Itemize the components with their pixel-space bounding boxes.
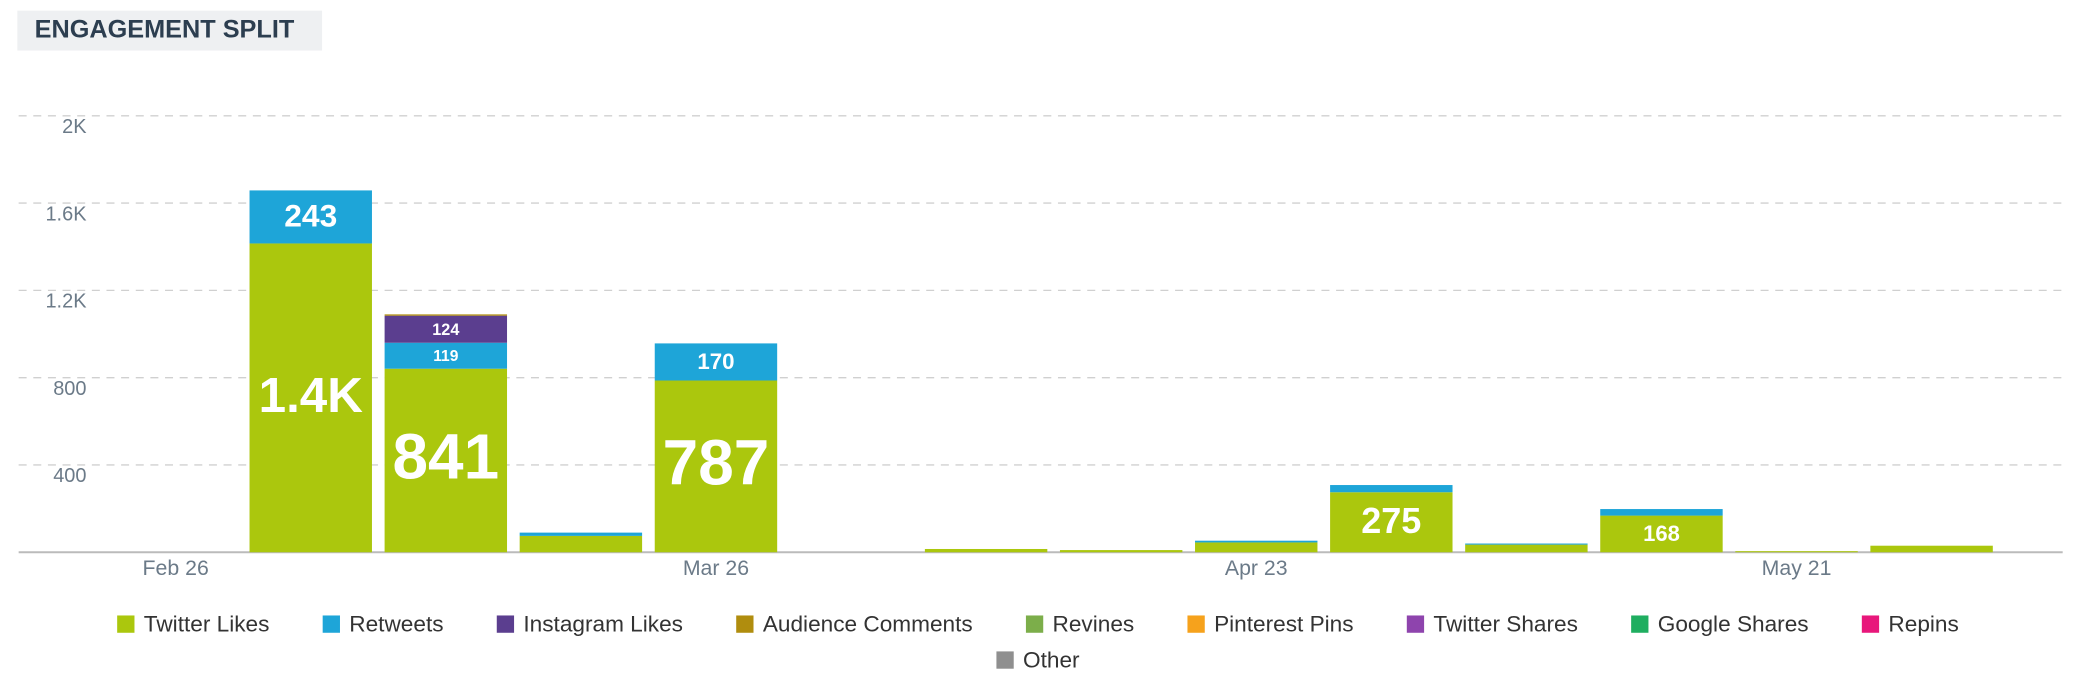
- data-label: 168: [1643, 521, 1680, 546]
- legend-item: Instagram Likes: [496, 611, 683, 636]
- bar-segment: [1059, 550, 1183, 553]
- chart-title: ENGAGEMENT SPLIT: [35, 15, 295, 43]
- legend-item: Retweets: [322, 611, 444, 636]
- legend-item: Twitter Likes: [117, 611, 269, 636]
- title-box: [17, 10, 323, 51]
- bar-segment: [1600, 509, 1723, 516]
- data-label: 1.4K: [259, 368, 364, 423]
- data-label: 841: [393, 421, 500, 493]
- legend-item: Pinterest Pins: [1187, 611, 1354, 636]
- bar-segment: [249, 190, 372, 244]
- legend-swatch: [1631, 615, 1649, 633]
- legend-label: Repins: [1888, 611, 1958, 636]
- bar-segment: [1600, 515, 1723, 553]
- bar-segment: [1195, 542, 1318, 553]
- legend-swatch: [1025, 615, 1044, 633]
- bar-segment: [249, 243, 372, 553]
- bar-segment: [384, 315, 508, 343]
- data-label: 124: [432, 321, 459, 339]
- data-label: 170: [697, 349, 734, 374]
- legend-item: Audience Comments: [736, 611, 973, 636]
- legend-swatch: [1187, 615, 1205, 633]
- bar-segment: [1735, 551, 1858, 553]
- bar-segment: [384, 368, 508, 553]
- bar-segment: [1195, 540, 1318, 543]
- legend-label: Audience Comments: [763, 611, 973, 636]
- legend-label: Instagram Likes: [523, 611, 683, 636]
- bar-segment: [1870, 545, 1993, 553]
- data-label: 243: [284, 198, 337, 234]
- y-tick-label: 1.2K: [45, 291, 87, 313]
- bar-segment: [924, 548, 1048, 553]
- y-tick-label: 1.6K: [45, 203, 87, 225]
- bar-segment: [1465, 543, 1588, 545]
- data-label: 787: [663, 427, 770, 499]
- legend-item: Google Shares: [1631, 611, 1809, 636]
- legend-item: Other: [996, 647, 1080, 672]
- x-tick-label: Apr 23: [1225, 556, 1288, 580]
- bar-segment: [1330, 492, 1453, 553]
- legend-item: Twitter Shares: [1406, 611, 1578, 636]
- bar-segment: [384, 314, 508, 316]
- bar-segment: [519, 532, 643, 536]
- legend-swatch: [496, 615, 515, 633]
- y-tick-label: 400: [53, 465, 86, 487]
- legend-item: Revines: [1025, 611, 1135, 636]
- legend-swatch: [1406, 615, 1425, 633]
- legend-label: Retweets: [349, 611, 443, 636]
- legend-label: Other: [1023, 647, 1080, 672]
- legend-label: Twitter Shares: [1433, 611, 1578, 636]
- bar-segment: [1465, 544, 1588, 553]
- bar-segment: [384, 342, 508, 369]
- bar-segment: [654, 343, 778, 381]
- legend-swatch: [996, 651, 1014, 669]
- bar-segment: [654, 380, 778, 553]
- legend-swatch: [322, 615, 340, 633]
- y-tick-label: 800: [53, 378, 86, 400]
- data-label: 275: [1361, 500, 1421, 541]
- data-label: 119: [433, 348, 458, 365]
- bar-segment: [519, 535, 643, 553]
- x-tick-label: May 21: [1762, 556, 1832, 580]
- legend-swatch: [117, 615, 135, 633]
- legend-label: Pinterest Pins: [1214, 611, 1354, 636]
- legend-label: Revines: [1053, 611, 1135, 636]
- x-tick-label: Mar 26: [683, 556, 749, 580]
- y-tick-label: 2K: [62, 116, 87, 138]
- bar-segment: [1330, 485, 1453, 493]
- x-tick-label: Feb 26: [143, 556, 209, 580]
- legend-label: Google Shares: [1658, 611, 1809, 636]
- legend-swatch: [1861, 615, 1880, 633]
- legend-label: Twitter Likes: [144, 611, 270, 636]
- legend-swatch: [736, 615, 754, 633]
- legend-item: Repins: [1861, 611, 1959, 636]
